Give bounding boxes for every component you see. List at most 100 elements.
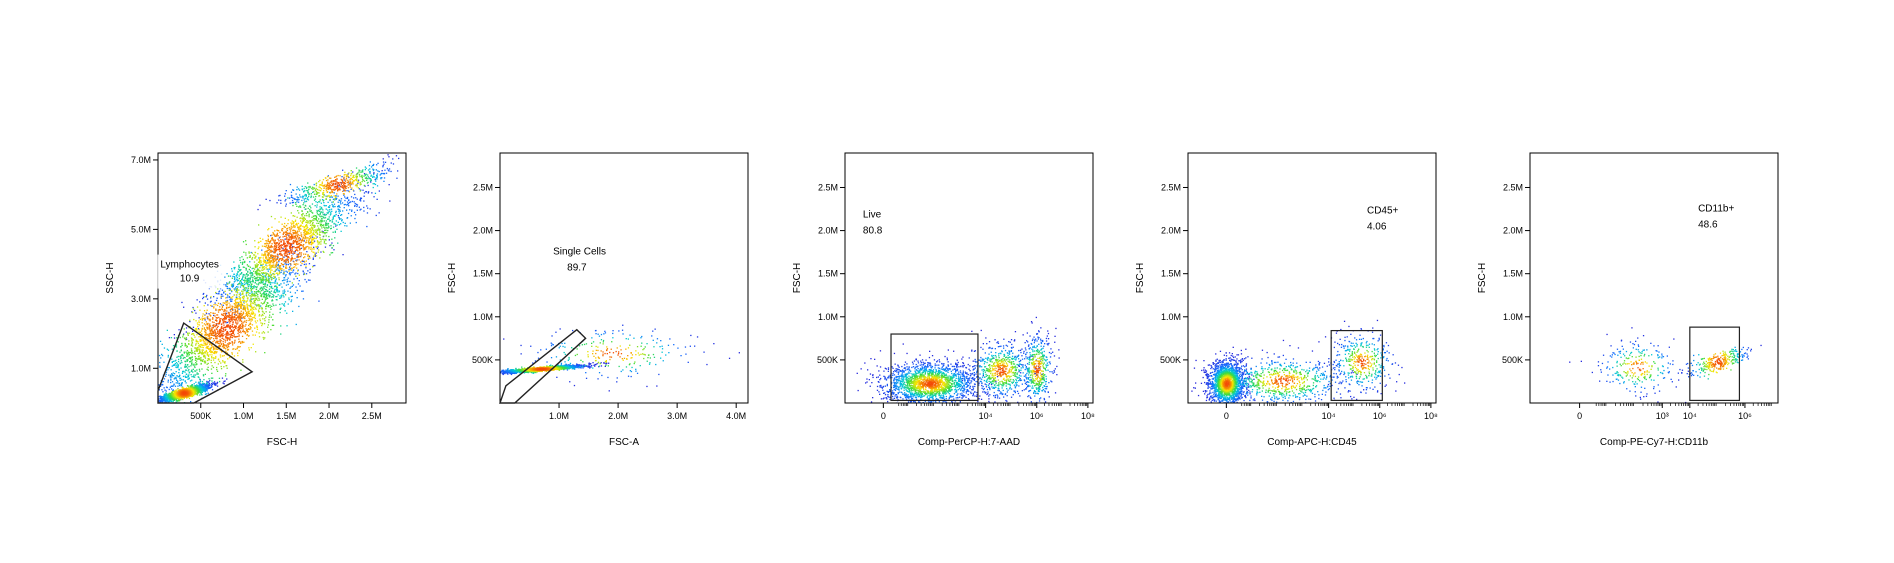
event-dot (280, 199, 282, 202)
event-dot (273, 273, 276, 275)
event-dot (317, 214, 320, 216)
event-dot (221, 377, 224, 379)
event-dot (296, 186, 298, 188)
event-dot (296, 196, 298, 198)
event-dot (301, 218, 303, 220)
event-dot (249, 304, 251, 307)
event-dot (258, 241, 260, 243)
event-dot (189, 351, 191, 354)
event-dot (272, 260, 274, 262)
event-dot (258, 257, 260, 259)
event-dot (178, 400, 181, 402)
event-dot (253, 285, 255, 287)
event-dot (271, 246, 273, 248)
event-dot (249, 255, 251, 257)
event-dot (198, 355, 200, 357)
event-dot (191, 369, 193, 371)
event-dot (253, 286, 255, 288)
event-dot (304, 232, 306, 235)
event-dot (387, 154, 389, 156)
event-dot (149, 390, 150, 391)
event-dot (257, 272, 259, 274)
event-dot (201, 327, 203, 330)
event-dot (304, 201, 306, 203)
event-dot (212, 366, 215, 369)
event-dot (255, 273, 258, 275)
event-dot (237, 270, 239, 273)
event-dot (160, 357, 162, 359)
event-dot (335, 220, 337, 222)
event-dot (245, 268, 247, 270)
event-dot (248, 281, 250, 283)
event-dot (145, 398, 146, 399)
event-dot (225, 350, 227, 352)
event-dot (329, 208, 331, 211)
event-dot (238, 293, 240, 296)
event-dot (198, 324, 201, 326)
event-dot (217, 304, 219, 307)
event-dot (292, 229, 294, 232)
event-dot (215, 348, 217, 350)
event-dot (221, 293, 223, 296)
event-dot (221, 306, 224, 309)
event-dot (201, 317, 203, 319)
event-dot (267, 242, 269, 245)
event-dot (251, 310, 253, 312)
event-dot (182, 357, 184, 360)
event-dot (311, 186, 314, 188)
event-dot (344, 199, 346, 202)
event-dot (314, 215, 316, 217)
event-dot (216, 385, 219, 387)
event-dot (284, 261, 286, 263)
event-dot (247, 271, 249, 273)
event-dot (304, 186, 306, 188)
event-dot (327, 184, 329, 186)
event-dot (198, 368, 201, 370)
event-dot (325, 205, 327, 207)
event-dot (269, 281, 271, 283)
event-dot (162, 396, 164, 398)
event-dot (341, 176, 343, 178)
event-dot (256, 326, 258, 328)
event-dot (213, 306, 215, 308)
event-dot (156, 385, 157, 386)
event-dot (179, 362, 181, 364)
event-dot (321, 181, 323, 183)
event-dot (355, 203, 358, 205)
event-dot (247, 282, 249, 285)
event-dot (178, 329, 180, 331)
event-dot (167, 401, 169, 403)
event-dot (303, 206, 305, 209)
event-dot (245, 294, 247, 296)
event-dot (315, 183, 317, 185)
event-dot (283, 225, 285, 227)
event-dot (297, 230, 299, 232)
event-dot (253, 315, 256, 317)
event-dot (276, 288, 278, 291)
event-dot (177, 389, 179, 392)
event-dot (355, 174, 357, 176)
event-dot (262, 311, 264, 313)
event-dot (233, 342, 235, 344)
event-dot (313, 240, 316, 242)
event-dot (267, 259, 270, 262)
event-dot (201, 380, 204, 383)
event-dot (290, 295, 292, 298)
event-dot (255, 351, 257, 353)
event-dot (361, 175, 363, 178)
event-dot (217, 293, 219, 295)
event-dot (294, 219, 297, 221)
event-dot (371, 192, 373, 194)
event-dot (237, 307, 239, 309)
event-dot (196, 390, 199, 392)
event-dot (318, 189, 320, 191)
event-dot (313, 219, 315, 221)
event-dot (179, 379, 181, 381)
event-dot (286, 267, 288, 269)
event-dot (231, 270, 233, 272)
event-dot (298, 230, 301, 232)
event-dot (304, 214, 306, 217)
event-dot (338, 216, 340, 219)
event-dot (301, 199, 303, 202)
event-dot (265, 274, 267, 276)
